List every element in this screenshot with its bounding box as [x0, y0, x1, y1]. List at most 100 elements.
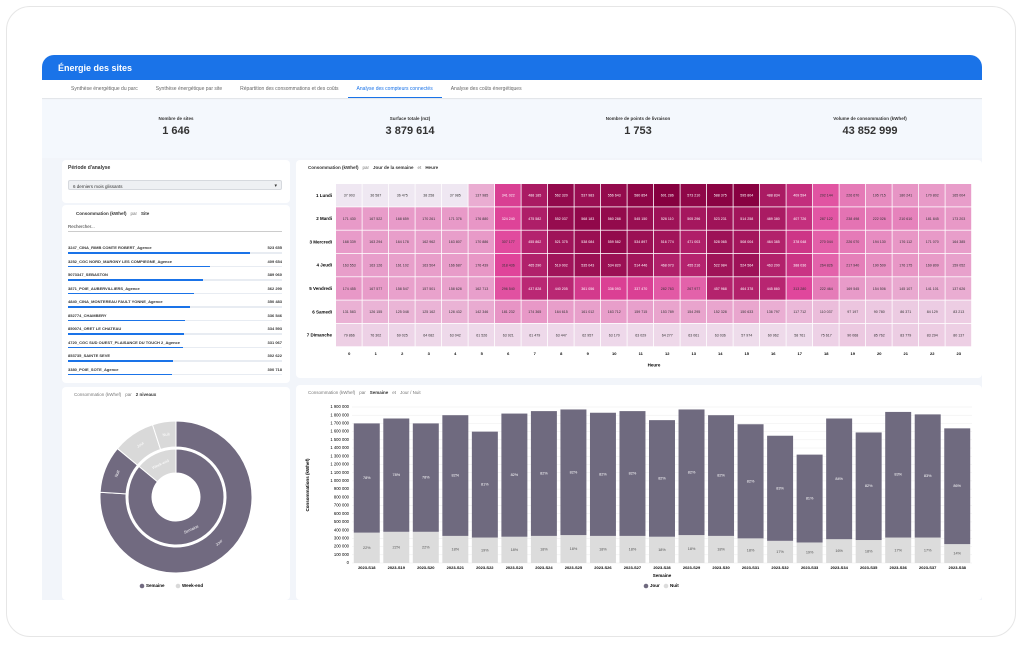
heat-cell: [813, 300, 839, 323]
row-label: 7 Dimanche: [307, 333, 333, 338]
heat-cell: [707, 323, 733, 347]
heat-cell: [548, 207, 574, 230]
heat-cell: [389, 253, 415, 277]
heat-cell: [495, 230, 521, 254]
cell-label: 163 712: [608, 310, 621, 314]
heat-cell: [362, 184, 389, 207]
bar-segment: [708, 535, 735, 563]
cell-label: 85 762: [874, 333, 885, 337]
cell-label: 83 213: [953, 310, 964, 314]
share-label: 82%: [540, 472, 548, 476]
hour-label: 21: [904, 351, 909, 356]
y-tick-label: 1 200 000: [330, 462, 349, 467]
cell-label: 267 977: [687, 287, 700, 291]
segment-label: Nuit: [113, 469, 121, 478]
heat-cell: [786, 253, 813, 277]
heat-cell: [919, 300, 945, 323]
bar-segment: [412, 531, 439, 563]
heat-cell: [945, 277, 972, 300]
cell-label: 568 183: [581, 217, 594, 221]
share-label: 82%: [452, 474, 460, 478]
tab[interactable]: Synthèse énergétique du parc: [71, 86, 138, 92]
dimension-select[interactable]: Site: [141, 211, 150, 216]
bar-segment: [737, 538, 764, 563]
heat-cell: [892, 323, 919, 347]
cell-label: 457 968: [714, 287, 727, 291]
share-label: 18%: [629, 547, 637, 551]
hour-label: 6: [507, 351, 510, 356]
site-list-header: Consommation (kWhef) par Site: [76, 211, 149, 216]
cell-label: 173 203: [952, 217, 965, 221]
tab[interactable]: Analyse des compteurs connectés: [347, 80, 442, 98]
heat-cell: [495, 184, 521, 207]
kpi-label: Volume de consommation (kWhef): [833, 116, 907, 121]
heat-cell: [839, 277, 866, 300]
heat-cell: [468, 323, 495, 347]
bar-track: [68, 346, 282, 348]
cell-label: 535 043: [581, 264, 594, 268]
cell-label: 69 025: [397, 333, 408, 337]
cell-label: 226 670: [846, 194, 859, 198]
bar-segment: [530, 535, 557, 563]
cell-label: 455 862: [528, 240, 541, 244]
heat-cell: [389, 300, 415, 323]
cell-label: 437 828: [528, 287, 541, 291]
bar-segment: [826, 539, 853, 563]
heat-cell: [442, 230, 468, 254]
tab[interactable]: Répartition des consommations et des coû…: [240, 86, 339, 92]
cell-label: 154 295: [687, 310, 700, 314]
segment-label: Semaine: [183, 523, 200, 535]
share-label: 84%: [835, 477, 843, 481]
cell-label: 63 170: [609, 333, 620, 337]
cell-label: 37 903: [344, 194, 355, 198]
heat-cell: [627, 207, 654, 230]
cell-label: 508 004: [740, 240, 753, 244]
heat-cell: [760, 300, 786, 323]
heat-cell: [468, 300, 495, 323]
heat-cell: [892, 184, 919, 207]
panel-header: Consommation (kWhef): [308, 165, 359, 170]
tab[interactable]: Synthèse énergétique par site: [155, 86, 223, 92]
heat-cell: [601, 184, 627, 207]
cell-label: 523 231: [714, 217, 727, 221]
heat-cell: [574, 230, 601, 254]
cell-label: 154 506: [873, 287, 886, 291]
site-value: 350 483: [267, 299, 282, 304]
legend-swatch: [643, 583, 649, 589]
cell-label: 378 048: [793, 240, 806, 244]
hour-label: 19: [851, 351, 856, 356]
x-tick-label: 2023-S25: [565, 565, 583, 570]
panel-header: Jour de la semaine: [373, 165, 414, 170]
site-bar: [68, 306, 190, 308]
select-caret: ▾: [274, 182, 277, 189]
cell-label: 440 205: [555, 287, 568, 291]
heatmap: Consommation (kWhef) par Jour de la semain…: [307, 165, 972, 367]
search-box[interactable]: Rechercher...: [68, 222, 282, 232]
x-axis-title: Semaine: [653, 573, 672, 578]
bar-track: [68, 292, 282, 294]
bar-segment: [914, 414, 941, 538]
cell-label: 169 809: [926, 264, 939, 268]
x-tick-label: 2023-S35: [860, 565, 878, 570]
heat-cell: [468, 277, 495, 300]
period-select[interactable]: 6 derniers mois glissants ▾: [68, 180, 282, 190]
site-bar: [68, 333, 185, 335]
x-tick-label: 2023-S20: [417, 565, 435, 570]
cell-label: 176 112: [899, 240, 912, 244]
cell-label: 222 026: [873, 217, 886, 221]
heat-cell: [680, 300, 707, 323]
cell-label: 61 526: [476, 333, 487, 337]
y-tick-label: 1 000 000: [330, 478, 349, 483]
share-label: 83%: [924, 474, 932, 478]
cell-label: 170 886: [475, 240, 488, 244]
kpi-value: 1 646: [162, 125, 190, 137]
cell-label: 217 940: [846, 264, 859, 268]
heat-cell: [813, 323, 839, 347]
cell-label: 388 036: [793, 264, 806, 268]
bar-segment: [796, 454, 823, 543]
share-label: 18%: [658, 548, 666, 552]
heat-cell: [362, 300, 389, 323]
tab[interactable]: Analyse des coûts énergétiques: [450, 86, 522, 92]
bar-chart: Consommation (kWhef) par Semaine et Jour / N…: [305, 390, 972, 589]
sunburst-segment: [99, 420, 253, 574]
